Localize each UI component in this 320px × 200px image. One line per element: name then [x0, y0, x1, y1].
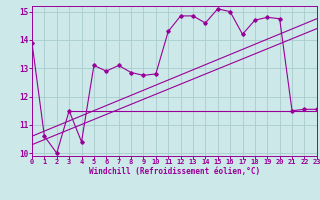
X-axis label: Windchill (Refroidissement éolien,°C): Windchill (Refroidissement éolien,°C) — [89, 167, 260, 176]
